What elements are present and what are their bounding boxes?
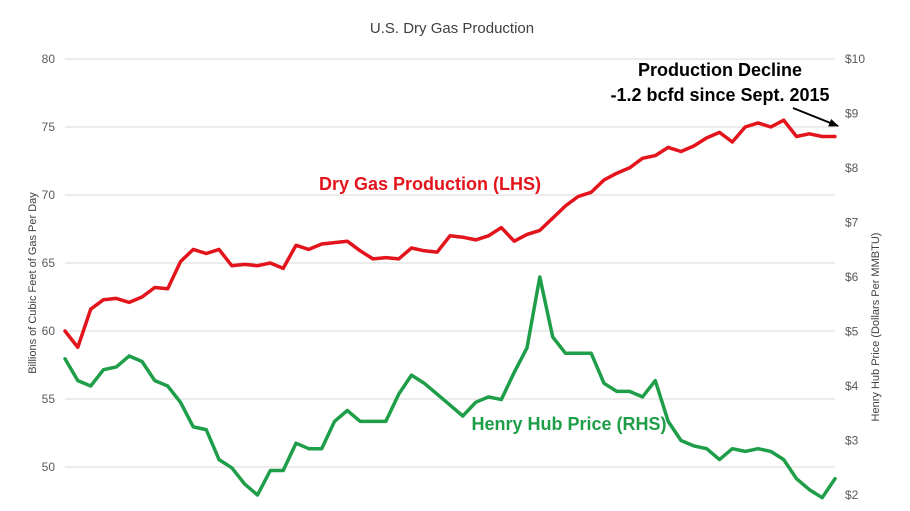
right-tick-label: $9 xyxy=(845,107,859,121)
series-lines xyxy=(63,118,837,500)
price-series-label: Henry Hub Price (RHS) xyxy=(471,414,666,434)
left-tick-label: 55 xyxy=(42,392,56,406)
left-tick-label: 80 xyxy=(42,52,56,66)
right-axis-title: Henry Hub Price (Dollars Per MMBTU) xyxy=(870,233,882,422)
left-tick-label: 65 xyxy=(42,256,56,270)
gridlines xyxy=(65,58,835,468)
right-tick-label: $5 xyxy=(845,325,859,339)
decline-annotation-line2: -1.2 bcfd since Sept. 2015 xyxy=(610,85,829,105)
left-tick-label: 70 xyxy=(42,188,56,202)
left-tick-label: 60 xyxy=(42,324,56,338)
right-tick-label: $10 xyxy=(845,52,865,66)
price-series-line xyxy=(63,275,837,500)
chart-title: U.S. Dry Gas Production xyxy=(370,20,534,37)
production-series-label: Dry Gas Production (LHS) xyxy=(319,174,541,194)
decline-annotation-line1: Production Decline xyxy=(638,60,802,80)
production-series-line xyxy=(63,118,837,350)
right-tick-label: $8 xyxy=(845,161,859,175)
left-tick-label: 50 xyxy=(42,460,56,474)
right-tick-label: $6 xyxy=(845,270,859,284)
left-axis-ticks: 50 55 60 65 70 75 80 xyxy=(42,52,56,474)
left-axis-title: Billions of Cubic Feet of Gas Per Day xyxy=(27,192,39,374)
right-tick-label: $4 xyxy=(845,379,859,393)
decline-arrow xyxy=(792,107,839,127)
right-tick-label: $3 xyxy=(845,434,859,448)
right-tick-label: $2 xyxy=(845,488,859,502)
left-tick-label: 75 xyxy=(42,120,56,134)
right-axis-ticks: $2 $3 $4 $5 $6 $7 $8 $9 $10 xyxy=(845,52,865,502)
right-tick-label: $7 xyxy=(845,216,859,230)
